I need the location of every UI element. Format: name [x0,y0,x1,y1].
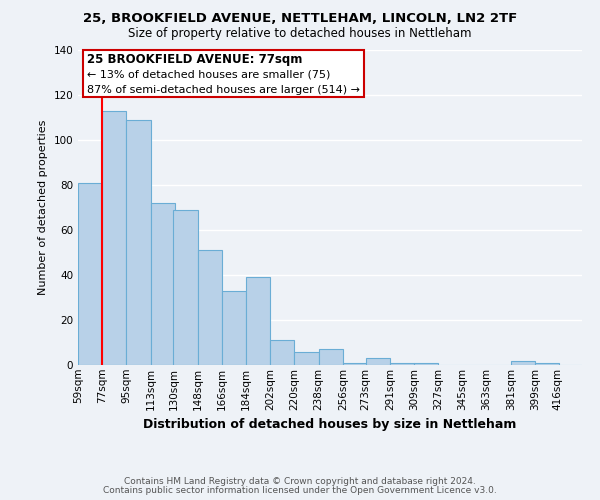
Bar [83,50,364,97]
Bar [173,210,197,365]
Bar [102,111,127,365]
Text: 87% of semi-detached houses are larger (514) →: 87% of semi-detached houses are larger (… [88,85,361,95]
Bar [414,363,438,365]
Bar [365,358,390,365]
Bar [222,291,246,365]
Bar [319,349,343,365]
Bar [197,250,222,365]
Text: 25, BROOKFIELD AVENUE, NETTLEHAM, LINCOLN, LN2 2TF: 25, BROOKFIELD AVENUE, NETTLEHAM, LINCOL… [83,12,517,26]
Bar [390,363,414,365]
Bar [295,352,319,365]
Y-axis label: Number of detached properties: Number of detached properties [38,120,48,295]
Bar [151,203,175,365]
Bar [535,363,559,365]
Bar [343,363,367,365]
Text: ← 13% of detached houses are smaller (75): ← 13% of detached houses are smaller (75… [88,69,331,79]
Text: Size of property relative to detached houses in Nettleham: Size of property relative to detached ho… [128,28,472,40]
X-axis label: Distribution of detached houses by size in Nettleham: Distribution of detached houses by size … [143,418,517,431]
Bar [246,277,270,365]
Text: Contains HM Land Registry data © Crown copyright and database right 2024.: Contains HM Land Registry data © Crown c… [124,477,476,486]
Bar [127,120,151,365]
Bar [78,182,102,365]
Text: 25 BROOKFIELD AVENUE: 77sqm: 25 BROOKFIELD AVENUE: 77sqm [88,54,303,66]
Bar [511,360,535,365]
Bar [270,340,295,365]
Text: Contains public sector information licensed under the Open Government Licence v3: Contains public sector information licen… [103,486,497,495]
